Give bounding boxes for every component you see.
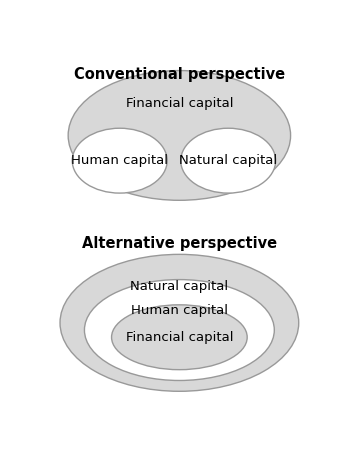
Text: Human capital: Human capital xyxy=(71,154,168,167)
Text: Alternative perspective: Alternative perspective xyxy=(82,236,277,251)
Ellipse shape xyxy=(60,255,299,391)
Text: Natural capital: Natural capital xyxy=(130,280,229,293)
Ellipse shape xyxy=(112,305,247,370)
Text: Financial capital: Financial capital xyxy=(126,331,233,344)
Text: Financial capital: Financial capital xyxy=(126,96,233,110)
Text: Natural capital: Natural capital xyxy=(179,154,277,167)
Ellipse shape xyxy=(72,128,167,193)
Text: Human capital: Human capital xyxy=(131,304,228,317)
Ellipse shape xyxy=(84,279,274,380)
Ellipse shape xyxy=(181,128,276,193)
Text: Conventional perspective: Conventional perspective xyxy=(74,67,285,82)
Ellipse shape xyxy=(68,71,290,200)
